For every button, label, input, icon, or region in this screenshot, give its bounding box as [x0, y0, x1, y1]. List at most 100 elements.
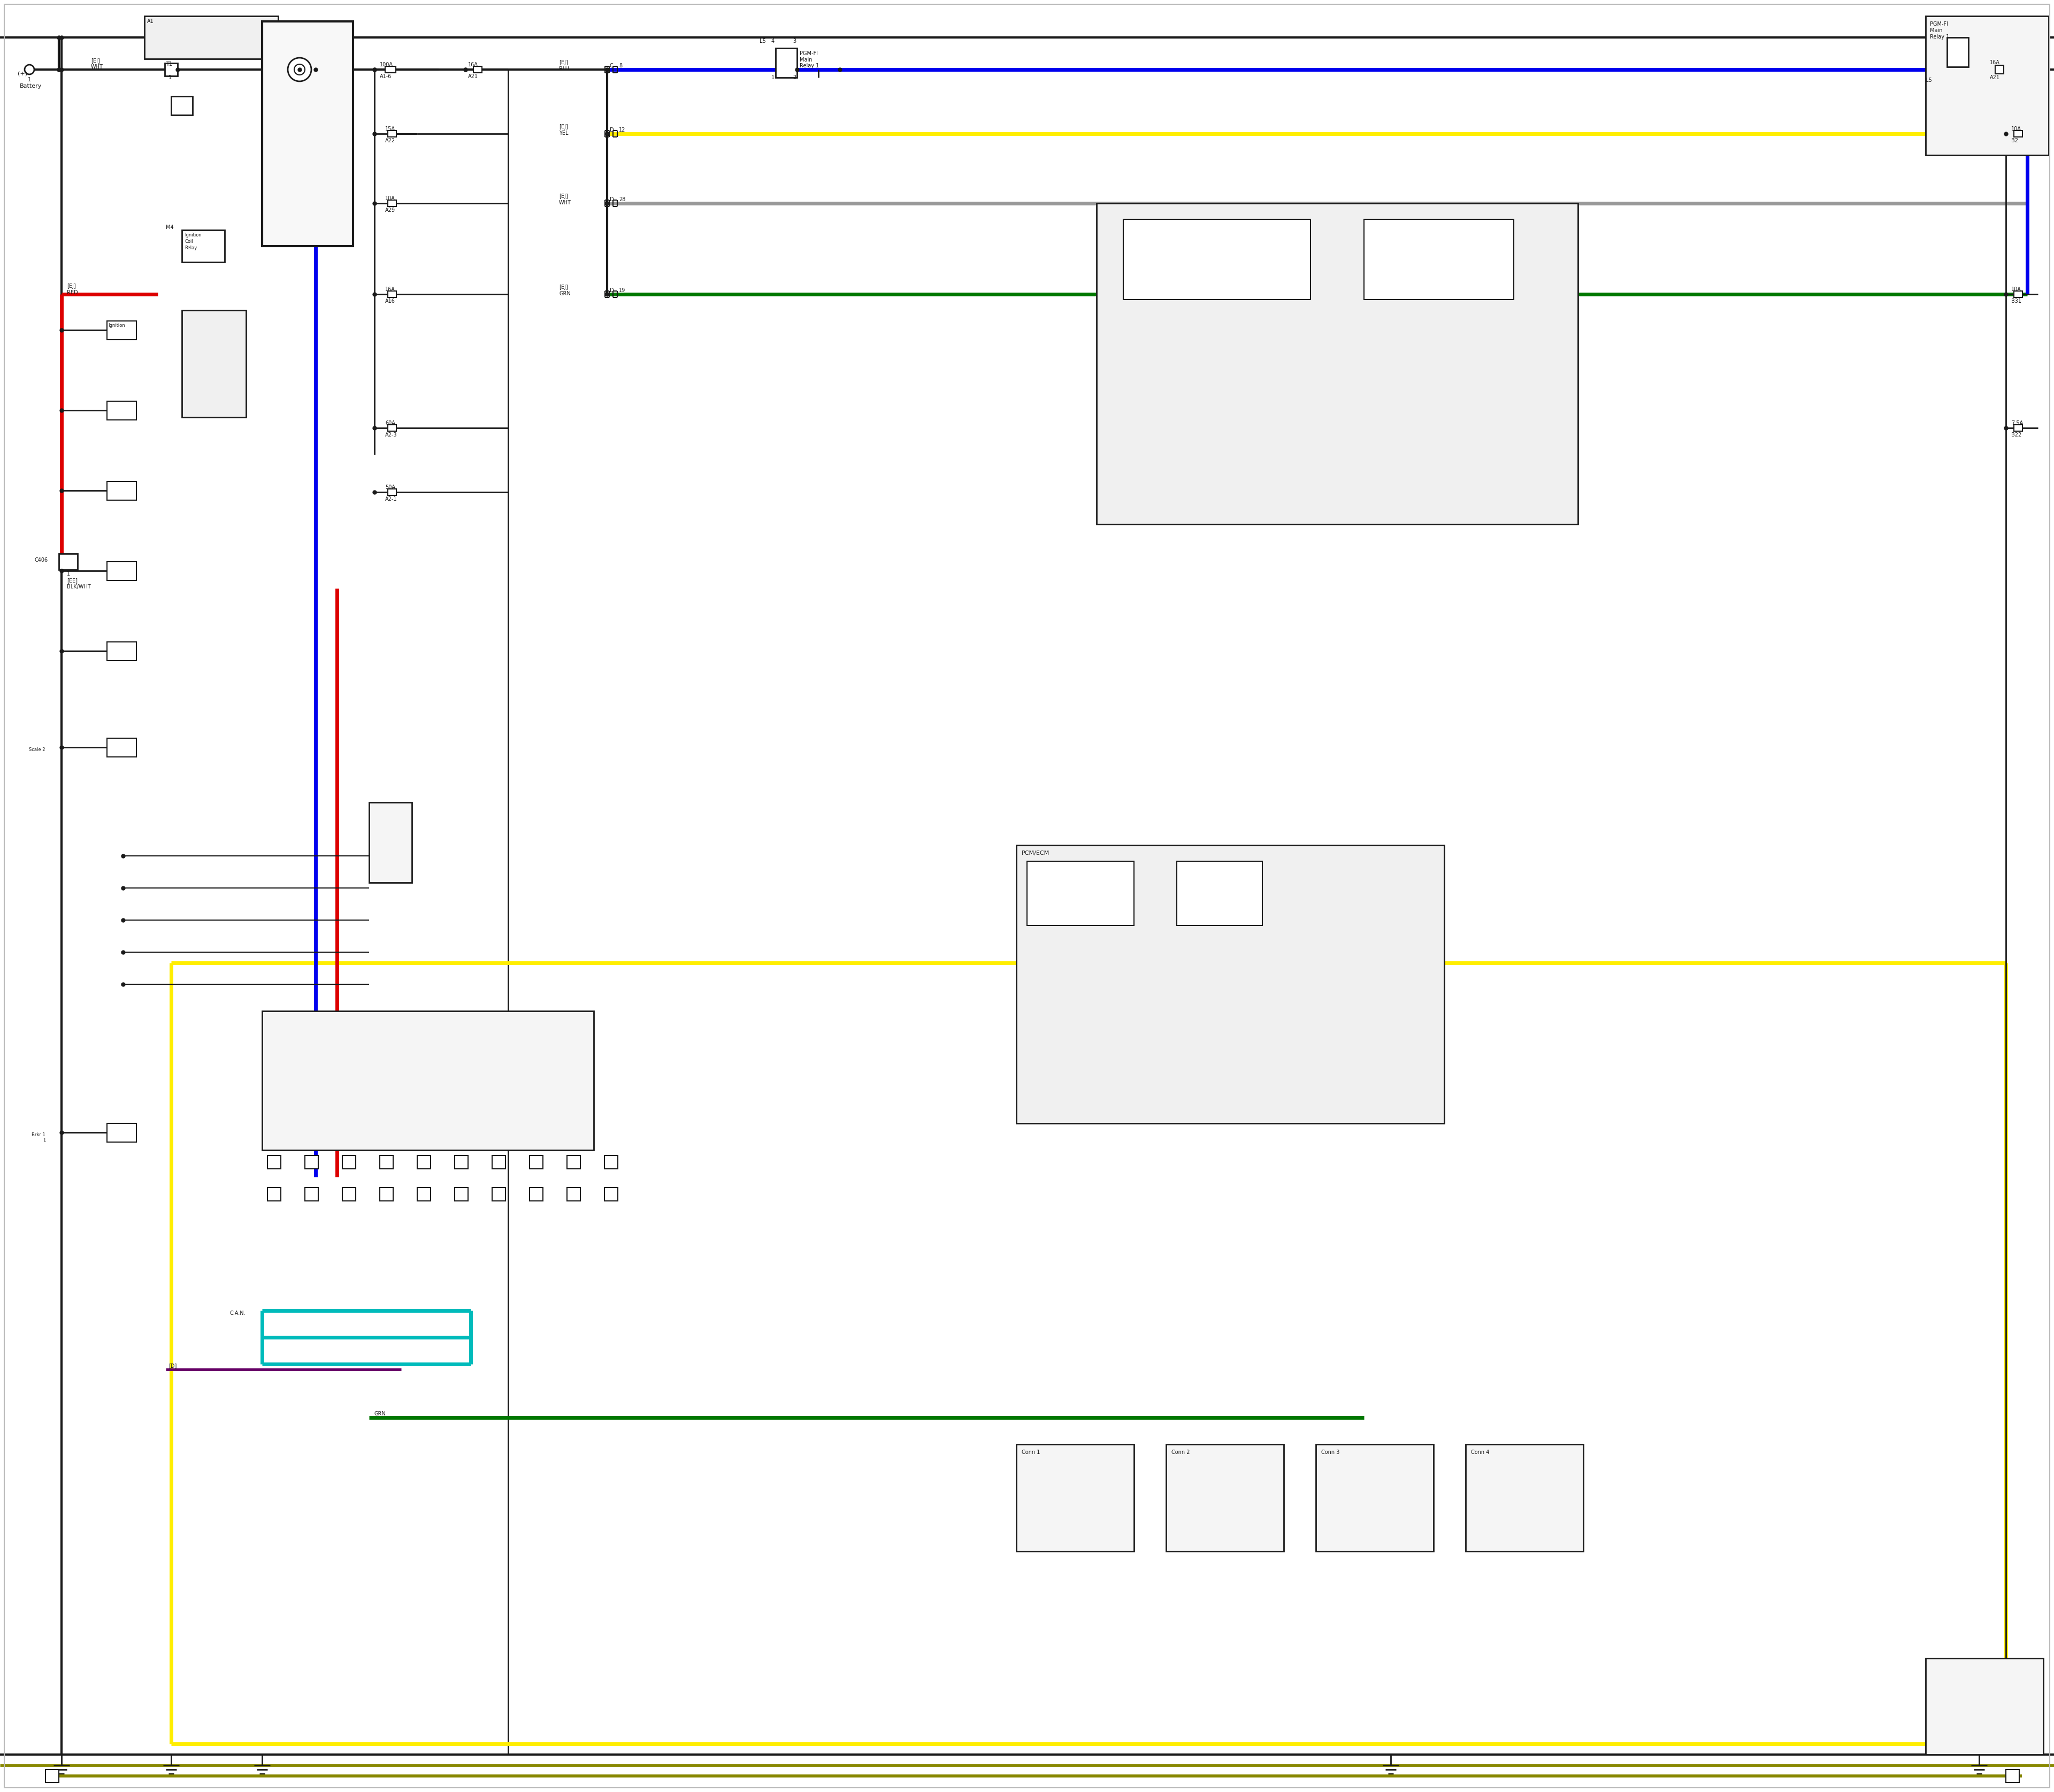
Bar: [1017, 1444, 1134, 1552]
Text: 10A: 10A: [2011, 287, 2021, 292]
Bar: [567, 1188, 581, 1201]
Bar: [183, 229, 224, 262]
Text: 16A: 16A: [468, 63, 479, 68]
Circle shape: [294, 65, 304, 75]
Text: GRN: GRN: [559, 290, 571, 296]
Bar: [493, 1156, 505, 1168]
Text: 1: 1: [772, 75, 774, 81]
Text: [D]: [D]: [168, 1364, 177, 1369]
Text: 1: 1: [68, 572, 70, 577]
Text: [EE]: [EE]: [68, 577, 78, 582]
Text: D: D: [610, 289, 614, 294]
Bar: [1027, 862, 1134, 925]
Bar: [107, 482, 136, 500]
Text: A16: A16: [386, 299, 394, 305]
Bar: [454, 1156, 468, 1168]
Bar: [1947, 38, 1968, 66]
Text: 16A: 16A: [386, 287, 394, 292]
Text: 60A: 60A: [386, 421, 394, 426]
Text: BLK/WHT: BLK/WHT: [68, 584, 90, 590]
Bar: [1177, 862, 1263, 925]
Circle shape: [25, 65, 35, 73]
Bar: [60, 554, 78, 570]
Bar: [567, 1156, 581, 1168]
Text: A2-1: A2-1: [386, 496, 396, 502]
Bar: [107, 561, 136, 581]
Bar: [530, 1156, 542, 1168]
Text: B2: B2: [2011, 138, 2019, 143]
Bar: [183, 310, 246, 418]
Bar: [2007, 1769, 2019, 1783]
Bar: [388, 425, 396, 432]
Text: L5: L5: [1927, 77, 1933, 82]
Text: PCM/ECM: PCM/ECM: [1021, 851, 1050, 857]
Bar: [388, 290, 396, 297]
Bar: [1124, 219, 1310, 299]
Bar: [417, 1156, 431, 1168]
Bar: [386, 66, 396, 73]
Bar: [776, 48, 797, 77]
Bar: [45, 1769, 60, 1783]
Bar: [107, 642, 136, 661]
Bar: [1017, 846, 1444, 1124]
Bar: [263, 1011, 594, 1150]
Bar: [2013, 425, 2023, 432]
Bar: [304, 1156, 318, 1168]
Bar: [604, 1156, 618, 1168]
Text: PGM-FI
Main
Relay 1: PGM-FI Main Relay 1: [799, 50, 820, 68]
Text: Coil: Coil: [185, 238, 193, 244]
Bar: [170, 97, 193, 115]
Text: Ignition: Ignition: [109, 323, 125, 328]
Text: Relay: Relay: [185, 246, 197, 251]
Text: 4: 4: [772, 38, 774, 43]
Bar: [107, 1124, 136, 1142]
Bar: [107, 738, 136, 756]
Bar: [1994, 65, 2005, 73]
Text: D: D: [610, 127, 614, 133]
Text: Conn 3: Conn 3: [1321, 1450, 1339, 1455]
Bar: [604, 1188, 618, 1201]
Text: 19: 19: [618, 289, 624, 294]
Text: [EI]: [EI]: [90, 57, 101, 63]
Bar: [107, 321, 136, 340]
Text: C406: C406: [35, 557, 47, 563]
Text: 3: 3: [793, 38, 797, 43]
Text: Main: Main: [1931, 29, 1943, 34]
Text: Relay 1: Relay 1: [1931, 34, 1949, 39]
Text: L5: L5: [760, 38, 766, 43]
Bar: [343, 1156, 355, 1168]
Text: Conn 1: Conn 1: [1021, 1450, 1039, 1455]
Bar: [388, 131, 396, 136]
Bar: [370, 803, 413, 883]
Bar: [1097, 202, 1577, 525]
Text: 15A: 15A: [386, 125, 394, 131]
Bar: [380, 1188, 392, 1201]
Text: 16A: 16A: [1990, 59, 2001, 65]
Bar: [454, 1188, 468, 1201]
Text: B22: B22: [2011, 432, 2021, 437]
Bar: [1167, 1444, 1284, 1552]
Text: (+): (+): [18, 70, 27, 75]
Bar: [380, 1156, 392, 1168]
Text: 50A: 50A: [386, 484, 394, 489]
Text: A2-3: A2-3: [386, 432, 396, 437]
Bar: [493, 1188, 505, 1201]
Bar: [1364, 219, 1514, 299]
Bar: [304, 1188, 318, 1201]
Text: M4: M4: [166, 224, 175, 229]
Text: Conn 2: Conn 2: [1171, 1450, 1189, 1455]
Text: [EJ]: [EJ]: [559, 194, 567, 199]
Bar: [388, 489, 396, 495]
Text: 1: 1: [168, 75, 173, 81]
Text: Brkr 1
1: Brkr 1 1: [31, 1133, 45, 1143]
Bar: [1927, 1658, 2044, 1754]
Text: 1: 1: [29, 77, 31, 82]
Text: RED: RED: [68, 290, 78, 296]
Text: 100A: 100A: [380, 63, 392, 68]
Bar: [263, 22, 353, 246]
Bar: [267, 1156, 281, 1168]
Text: A1-6: A1-6: [380, 73, 392, 79]
Text: C.A.N.: C.A.N.: [230, 1310, 246, 1315]
Bar: [530, 1188, 542, 1201]
Text: A1: A1: [148, 18, 154, 23]
